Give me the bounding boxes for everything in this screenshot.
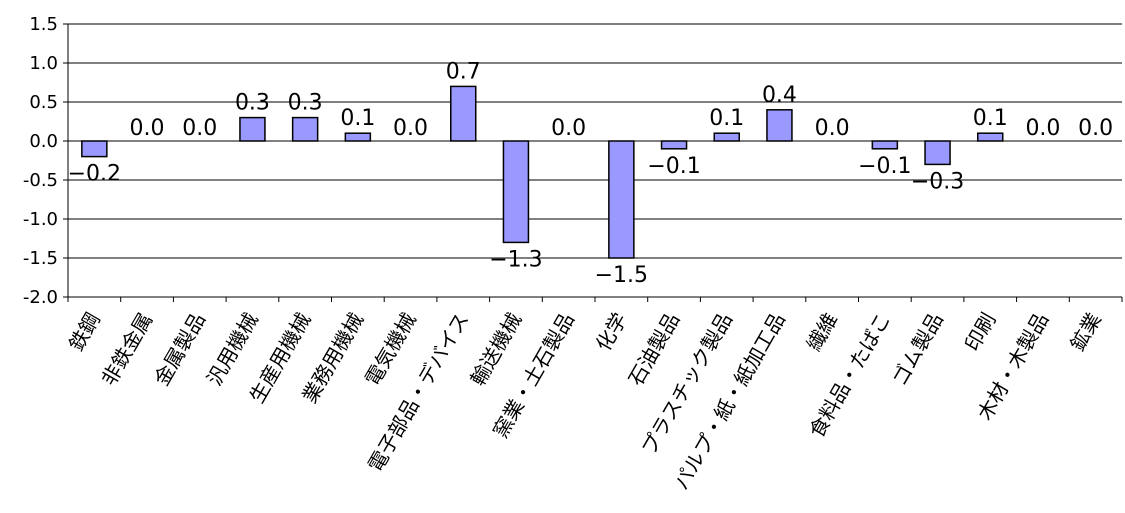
bar [924, 140, 951, 166]
y-tick-label: -2.0 [23, 287, 58, 308]
y-tick-label: 1.0 [29, 53, 58, 74]
bar [977, 132, 1004, 142]
bar [766, 109, 793, 142]
gridlines [68, 23, 1122, 298]
y-axis: 1.5 1.0 0.5 0.0 -0.5 -1.0 -1.5 -2.0 [23, 14, 69, 308]
y-tick-label: -1.0 [23, 209, 58, 230]
x-axis: 鉄鋼非鉄金属金属製品汎用機械生産用機械業務用機械電気機械電子部品・デバイス輸送機… [64, 297, 1123, 494]
x-tick-label: 汎用機械 [202, 309, 263, 390]
data-label: 0.0 [1025, 116, 1060, 141]
x-tick-label: ゴム製品 [887, 309, 948, 390]
data-label: 0.3 [288, 91, 323, 116]
x-tick-label: 印刷 [960, 309, 1001, 356]
bar [344, 132, 372, 142]
data-label: 0.0 [551, 116, 586, 141]
bar [502, 140, 530, 244]
bar [713, 132, 740, 142]
x-tick-label: 電気機械 [360, 309, 421, 390]
data-label: 0.0 [130, 116, 165, 141]
data-label: 0.7 [446, 59, 481, 84]
data-label: 0.0 [393, 116, 428, 141]
x-tick-label: 石油製品 [624, 309, 685, 390]
bar [239, 116, 266, 142]
data-label: 0.0 [1078, 116, 1113, 141]
y-tick-label: -1.5 [23, 248, 58, 269]
bar [450, 85, 477, 142]
x-tick-label: 電子部品・デバイス [363, 309, 473, 476]
y-tick-label: 0.0 [29, 131, 58, 152]
data-label: −0.1 [858, 154, 911, 179]
x-tick-label: 鉱業 [1065, 309, 1106, 356]
data-label: 0.0 [815, 116, 850, 141]
bar [871, 140, 899, 150]
y-tick-label: 0.5 [29, 92, 58, 113]
data-label: 0.3 [235, 91, 270, 116]
y-tick-label: 1.5 [29, 14, 58, 35]
data-label: 0.1 [340, 106, 375, 131]
data-label: 0.4 [762, 83, 797, 108]
data-labels: −0.2 0.0 0.0 0.3 0.3 0.1 0.0 0.7 −1.3 0.0 −1.5 −0.1… [68, 59, 1114, 288]
bar [608, 140, 635, 259]
x-tick-label: 非鉄金属 [97, 309, 158, 390]
y-tick-label: -0.5 [23, 170, 58, 191]
data-label: −0.3 [911, 169, 964, 194]
data-label: −1.3 [489, 247, 542, 272]
data-label: 0.1 [709, 106, 744, 131]
bar [660, 140, 688, 150]
x-tick-label: 繊維 [802, 309, 843, 356]
x-tick-label: 化学 [591, 309, 632, 356]
x-tick-label: 鉄鋼 [64, 309, 105, 356]
bar [81, 140, 108, 158]
bars [81, 85, 1004, 259]
data-label: 0.1 [973, 106, 1008, 131]
x-tick-label: 輸送機械 [465, 309, 526, 390]
data-label: −0.2 [68, 162, 121, 187]
data-label: −1.5 [595, 263, 648, 288]
x-tick-label: 金属製品 [149, 309, 210, 390]
data-label: −0.1 [647, 154, 700, 179]
data-label: 0.0 [182, 116, 217, 141]
bar [291, 116, 319, 142]
